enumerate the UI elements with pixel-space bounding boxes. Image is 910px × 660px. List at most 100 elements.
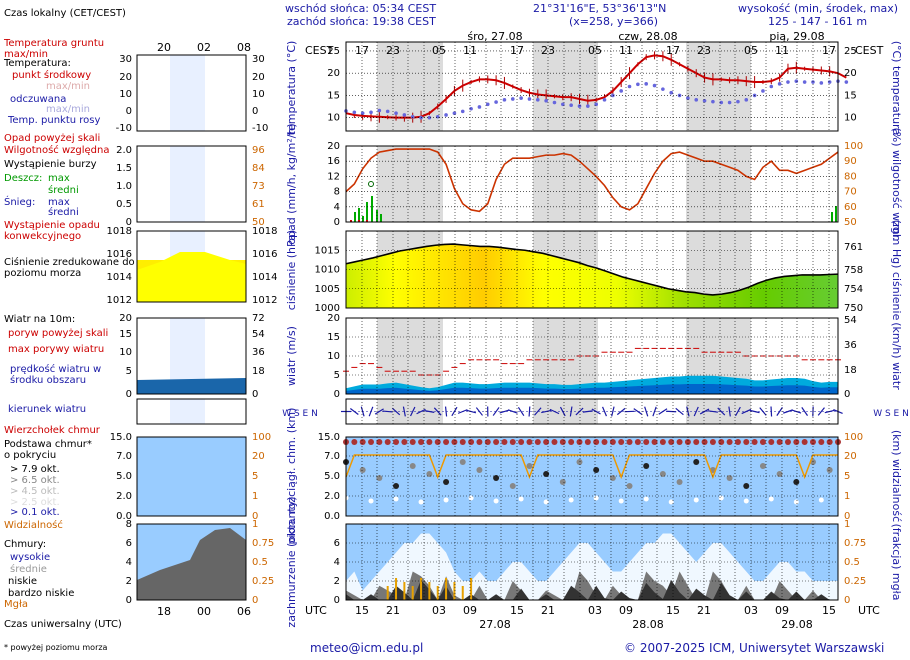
day-bottom: 27.08 bbox=[479, 618, 511, 631]
dew-point bbox=[402, 113, 407, 117]
cloud-base-dot bbox=[726, 475, 733, 481]
axis-title-left: zachmurzenie (oktanty) bbox=[285, 496, 298, 627]
legend-text: Wilgotność względna bbox=[4, 144, 109, 156]
elevation-values: 125 - 147 - 161 m bbox=[768, 15, 868, 28]
dew-point bbox=[744, 98, 749, 102]
cloud-top-dot bbox=[734, 439, 741, 445]
fog-bar bbox=[453, 582, 456, 600]
storm-marker bbox=[368, 181, 374, 187]
cloud-base-dot bbox=[626, 483, 633, 489]
cloud-base-dot bbox=[526, 463, 533, 469]
cloud-top-dot bbox=[718, 439, 725, 445]
vis-tick: 100 bbox=[844, 432, 863, 443]
legend-hour-bottom: 18 bbox=[157, 605, 171, 618]
cloud-base-dot-low bbox=[693, 497, 699, 503]
fog-bar bbox=[428, 582, 431, 600]
cloud-base-dot bbox=[376, 475, 383, 481]
rain-bar bbox=[362, 216, 364, 222]
legend-text: > 2.5 okt. bbox=[10, 497, 60, 508]
rain-bar bbox=[835, 206, 837, 222]
legend-panel-border bbox=[136, 317, 247, 395]
fog-bar bbox=[395, 578, 398, 600]
visibility-line bbox=[345, 454, 838, 480]
wind-arrow bbox=[433, 407, 442, 416]
conv-marker bbox=[366, 220, 368, 222]
temp-line bbox=[345, 54, 847, 119]
dew-point bbox=[702, 98, 707, 103]
cloud-top-dot bbox=[601, 439, 608, 445]
axis-title-left: temperatura (°C) bbox=[285, 41, 298, 136]
wind-arrow bbox=[693, 406, 699, 417]
axis-title-left: ciśnienie (hPa) bbox=[285, 230, 298, 310]
dew-point bbox=[377, 108, 382, 113]
humidity-tick: 50 bbox=[844, 217, 857, 228]
legend-cover-tick: 6 bbox=[126, 538, 132, 549]
wind-arrow bbox=[707, 410, 718, 413]
legend-text: Deszcz: bbox=[4, 173, 42, 184]
cloud-top-dot bbox=[784, 439, 791, 445]
dew-point bbox=[519, 96, 523, 100]
panel-border bbox=[345, 398, 839, 425]
legend-text: > 4.5 okt. bbox=[10, 486, 60, 497]
panel-border bbox=[345, 523, 839, 601]
legend-hum-tick: 73 bbox=[252, 181, 265, 192]
copyright-text: © 2007-2025 ICM, Uniwersytet Warszawski bbox=[624, 641, 885, 655]
legend-hour-top: 20 bbox=[157, 41, 171, 54]
cloud-base-dot-low bbox=[618, 498, 624, 504]
cloud-top-dot bbox=[768, 439, 775, 445]
cover-tick: 2 bbox=[334, 576, 340, 587]
cloud-top-dot bbox=[376, 439, 383, 445]
legend-wind-tick: 5 bbox=[126, 366, 132, 377]
email-link[interactable]: meteo@icm.edu.pl bbox=[310, 641, 424, 655]
cloud-base-dot-low bbox=[543, 499, 549, 505]
legend-fog-tick: 0 bbox=[252, 595, 258, 606]
hour-top: 17 bbox=[510, 44, 524, 57]
rain-bar bbox=[358, 208, 360, 222]
axis-title-right: (°C) temperatura bbox=[890, 41, 903, 136]
hour-bottom: 03 bbox=[588, 604, 602, 617]
wind-arrow bbox=[817, 407, 825, 416]
dew-point bbox=[627, 84, 632, 89]
cloud-base-dot-low bbox=[518, 496, 524, 502]
legend-panel-border bbox=[136, 398, 247, 425]
legend-text: średni bbox=[48, 184, 79, 196]
legend-text: max bbox=[48, 197, 70, 208]
cloud-top-dot bbox=[684, 439, 691, 445]
legend-tick-left: -10 bbox=[116, 123, 132, 134]
dew-point bbox=[385, 109, 390, 114]
dew-point bbox=[494, 100, 498, 104]
pressure-tick: 1010 bbox=[315, 265, 340, 276]
cloud-tick: 2.0 bbox=[324, 491, 340, 502]
cloud-top-dot bbox=[543, 439, 550, 445]
cloud-base-dot bbox=[826, 467, 833, 473]
cloud-top-dot bbox=[759, 439, 766, 445]
precip-tick: 12 bbox=[327, 171, 340, 182]
cloud-base-dot-low bbox=[743, 498, 749, 504]
cloud-base-dot-low bbox=[468, 495, 474, 501]
cloud-base-dot bbox=[609, 475, 616, 481]
wind-arrow bbox=[499, 409, 510, 414]
pressure-tick: 1000 bbox=[315, 303, 340, 314]
hour-bottom: 21 bbox=[697, 604, 711, 617]
dew-point bbox=[802, 80, 807, 84]
hour-bottom: 15 bbox=[510, 604, 524, 617]
kmh-tick: 36 bbox=[844, 340, 857, 351]
cloud-top-dot bbox=[368, 439, 375, 445]
legend-text: poryw powyżej skali bbox=[8, 328, 108, 339]
cloud-top-dot bbox=[693, 439, 700, 445]
cloud-top-dot bbox=[426, 439, 433, 445]
vis-tick: 20 bbox=[844, 451, 857, 462]
legend-cloud-sky bbox=[137, 437, 246, 516]
dew-point bbox=[427, 115, 432, 120]
cloud-base-dot bbox=[659, 471, 666, 477]
legend-press-tick-r: 1016 bbox=[252, 249, 277, 260]
precip-tick: 16 bbox=[327, 156, 340, 167]
cloud-tick: 0.0 bbox=[324, 511, 340, 522]
legend-text: max/min bbox=[46, 104, 90, 115]
humidity-line bbox=[345, 148, 839, 213]
legend-hour-bottom: 00 bbox=[197, 605, 211, 618]
vis-tick: 0 bbox=[844, 511, 850, 522]
legend-panel-border bbox=[136, 145, 247, 223]
dew-point bbox=[644, 82, 649, 86]
cloud-top-dot bbox=[818, 439, 825, 445]
